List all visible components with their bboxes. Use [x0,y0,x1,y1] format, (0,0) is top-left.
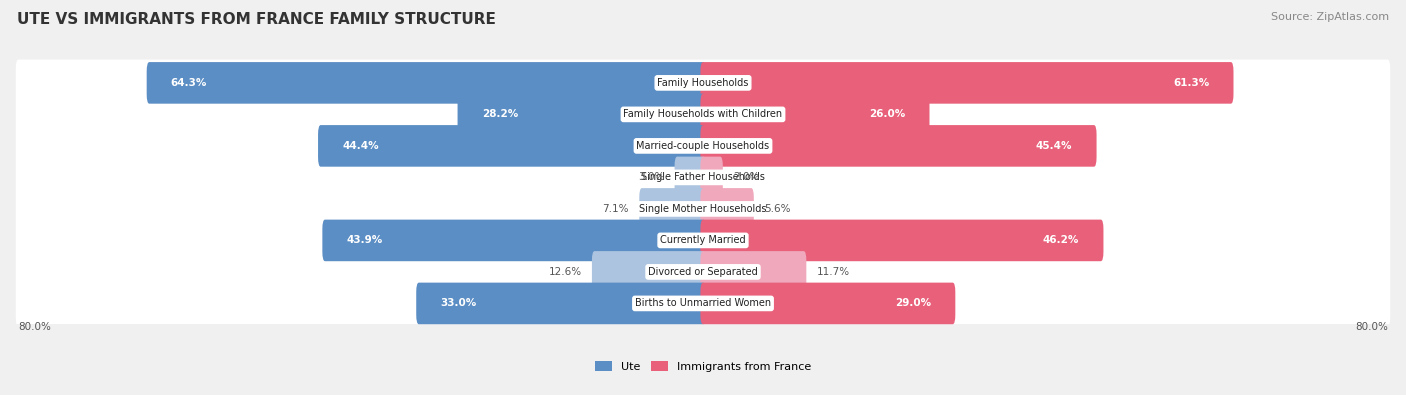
FancyBboxPatch shape [15,217,1391,264]
FancyBboxPatch shape [700,283,955,324]
Text: Single Mother Households: Single Mother Households [640,204,766,214]
FancyBboxPatch shape [700,62,1233,103]
Text: 61.3%: 61.3% [1173,78,1209,88]
FancyBboxPatch shape [700,188,754,230]
Text: 43.9%: 43.9% [346,235,382,245]
Text: 80.0%: 80.0% [18,322,51,332]
Text: Divorced or Separated: Divorced or Separated [648,267,758,277]
FancyBboxPatch shape [15,122,1391,169]
Text: Source: ZipAtlas.com: Source: ZipAtlas.com [1271,12,1389,22]
Text: 2.0%: 2.0% [733,172,759,182]
Text: 12.6%: 12.6% [548,267,582,277]
Text: UTE VS IMMIGRANTS FROM FRANCE FAMILY STRUCTURE: UTE VS IMMIGRANTS FROM FRANCE FAMILY STR… [17,12,496,27]
Text: 33.0%: 33.0% [440,298,477,308]
FancyBboxPatch shape [700,251,807,293]
Text: Births to Unmarried Women: Births to Unmarried Women [636,298,770,308]
FancyBboxPatch shape [675,156,706,198]
Text: 46.2%: 46.2% [1043,235,1080,245]
FancyBboxPatch shape [15,60,1391,106]
FancyBboxPatch shape [318,125,706,167]
Text: 64.3%: 64.3% [170,78,207,88]
FancyBboxPatch shape [15,91,1391,138]
Text: Single Father Households: Single Father Households [641,172,765,182]
Text: 5.6%: 5.6% [763,204,790,214]
FancyBboxPatch shape [416,283,706,324]
FancyBboxPatch shape [15,280,1391,327]
FancyBboxPatch shape [15,186,1391,232]
Text: 29.0%: 29.0% [896,298,931,308]
Text: 80.0%: 80.0% [1355,322,1388,332]
Text: 3.0%: 3.0% [638,172,664,182]
FancyBboxPatch shape [457,94,706,135]
Text: 7.1%: 7.1% [602,204,628,214]
Text: Family Households with Children: Family Households with Children [623,109,783,119]
FancyBboxPatch shape [700,220,1104,261]
Text: Currently Married: Currently Married [661,235,745,245]
Text: 44.4%: 44.4% [342,141,378,151]
Text: 45.4%: 45.4% [1036,141,1073,151]
Text: Family Households: Family Households [658,78,748,88]
FancyBboxPatch shape [700,156,723,198]
FancyBboxPatch shape [700,125,1097,167]
FancyBboxPatch shape [322,220,706,261]
Text: 28.2%: 28.2% [482,109,517,119]
FancyBboxPatch shape [146,62,706,103]
FancyBboxPatch shape [700,94,929,135]
Legend: Ute, Immigrants from France: Ute, Immigrants from France [591,357,815,376]
Text: Married-couple Households: Married-couple Households [637,141,769,151]
Text: 11.7%: 11.7% [817,267,849,277]
Text: 26.0%: 26.0% [869,109,905,119]
FancyBboxPatch shape [640,188,706,230]
FancyBboxPatch shape [592,251,706,293]
FancyBboxPatch shape [15,154,1391,201]
FancyBboxPatch shape [15,248,1391,295]
